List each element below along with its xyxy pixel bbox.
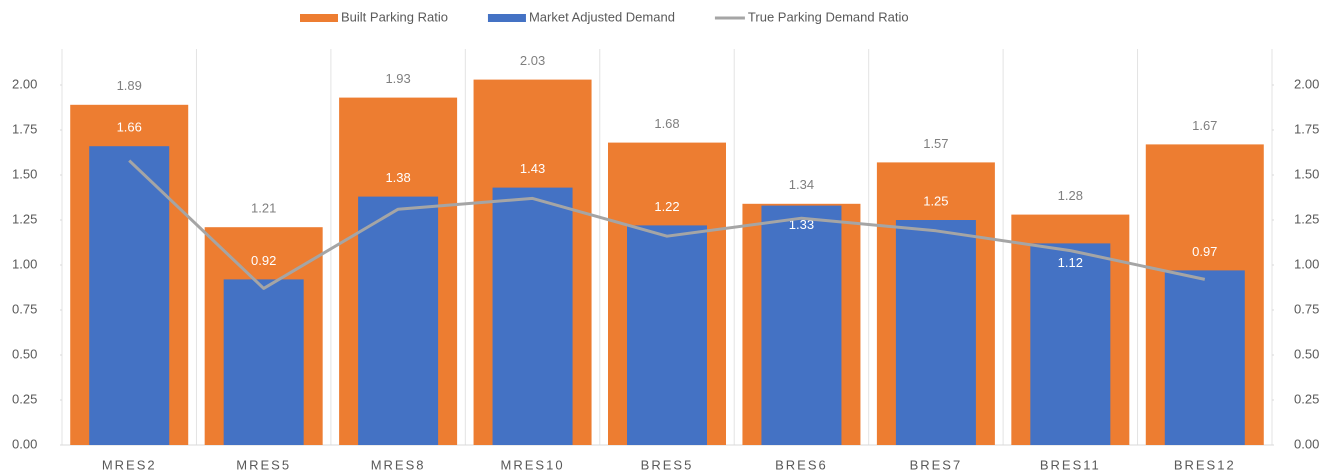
- y2-tick-label: 1.50: [1294, 166, 1319, 181]
- bar: [358, 196, 439, 445]
- data-label: 0.97: [1192, 244, 1217, 259]
- data-label: 1.12: [1058, 255, 1083, 270]
- data-label: 1.66: [117, 120, 142, 135]
- y-tick-label: 0.50: [12, 346, 37, 361]
- x-tick-label: BRES7: [910, 457, 963, 472]
- y2-tick-label: 2.00: [1294, 76, 1319, 91]
- data-label: 1.89: [117, 78, 142, 93]
- y2-tick-label: 1.75: [1294, 121, 1319, 136]
- bar: [627, 225, 707, 445]
- data-label: 1.68: [654, 116, 679, 131]
- y-tick-label: 1.50: [12, 166, 37, 181]
- x-tick-label: MRES5: [236, 457, 291, 472]
- x-tick-label: BRES5: [641, 457, 694, 472]
- y2-tick-label: 0.00: [1294, 436, 1319, 451]
- data-label: 1.33: [789, 217, 814, 232]
- data-label: 1.28: [1058, 188, 1083, 203]
- line-series: [128, 159, 1206, 290]
- data-label: 2.03: [520, 53, 545, 68]
- legend-label: Market Adjusted Demand: [529, 9, 675, 24]
- data-label: 1.21: [251, 201, 276, 216]
- y-tick-label: 0.00: [12, 436, 37, 451]
- x-tick-label: BRES11: [1040, 457, 1101, 472]
- data-label: 1.57: [923, 136, 948, 151]
- data-label: 1.34: [789, 177, 814, 192]
- bar: [223, 279, 304, 445]
- y2-tick-label: 0.25: [1294, 391, 1319, 406]
- x-tick-label: BRES6: [775, 457, 828, 472]
- data-label: 1.38: [385, 170, 410, 185]
- y-tick-label: 2.00: [12, 76, 37, 91]
- bar: [492, 187, 573, 445]
- data-label: 0.92: [251, 253, 276, 268]
- legend-swatch: [487, 14, 526, 22]
- data-label: 1.22: [654, 199, 679, 214]
- bar: [89, 146, 170, 445]
- y2-tick-label: 1.00: [1294, 256, 1319, 271]
- y-tick-label: 1.25: [12, 211, 37, 226]
- y-tick-label: 1.00: [12, 256, 37, 271]
- y-tick-label: 0.75: [12, 301, 37, 316]
- y-tick-label: 1.75: [12, 121, 37, 136]
- bar: [1164, 270, 1245, 445]
- x-tick-label: MRES2: [102, 457, 157, 472]
- x-tick-label: MRES8: [371, 457, 426, 472]
- y2-tick-label: 1.25: [1294, 211, 1319, 226]
- legend-label: Built Parking Ratio: [341, 9, 448, 24]
- legend-swatch: [300, 14, 338, 22]
- data-label: 1.93: [385, 71, 410, 86]
- data-label: 1.43: [520, 161, 545, 176]
- data-label: 1.25: [923, 193, 948, 208]
- data-label: 1.67: [1192, 118, 1217, 133]
- bar: [895, 220, 976, 445]
- legend-label: True Parking Demand Ratio: [748, 9, 909, 24]
- y-tick-label: 0.25: [12, 391, 37, 406]
- x-tick-label: MRES10: [501, 457, 565, 472]
- bar: [761, 205, 842, 445]
- y2-tick-label: 0.50: [1294, 346, 1319, 361]
- y2-tick-label: 0.75: [1294, 301, 1319, 316]
- bar: [1030, 243, 1111, 445]
- x-tick-label: BRES12: [1174, 457, 1236, 472]
